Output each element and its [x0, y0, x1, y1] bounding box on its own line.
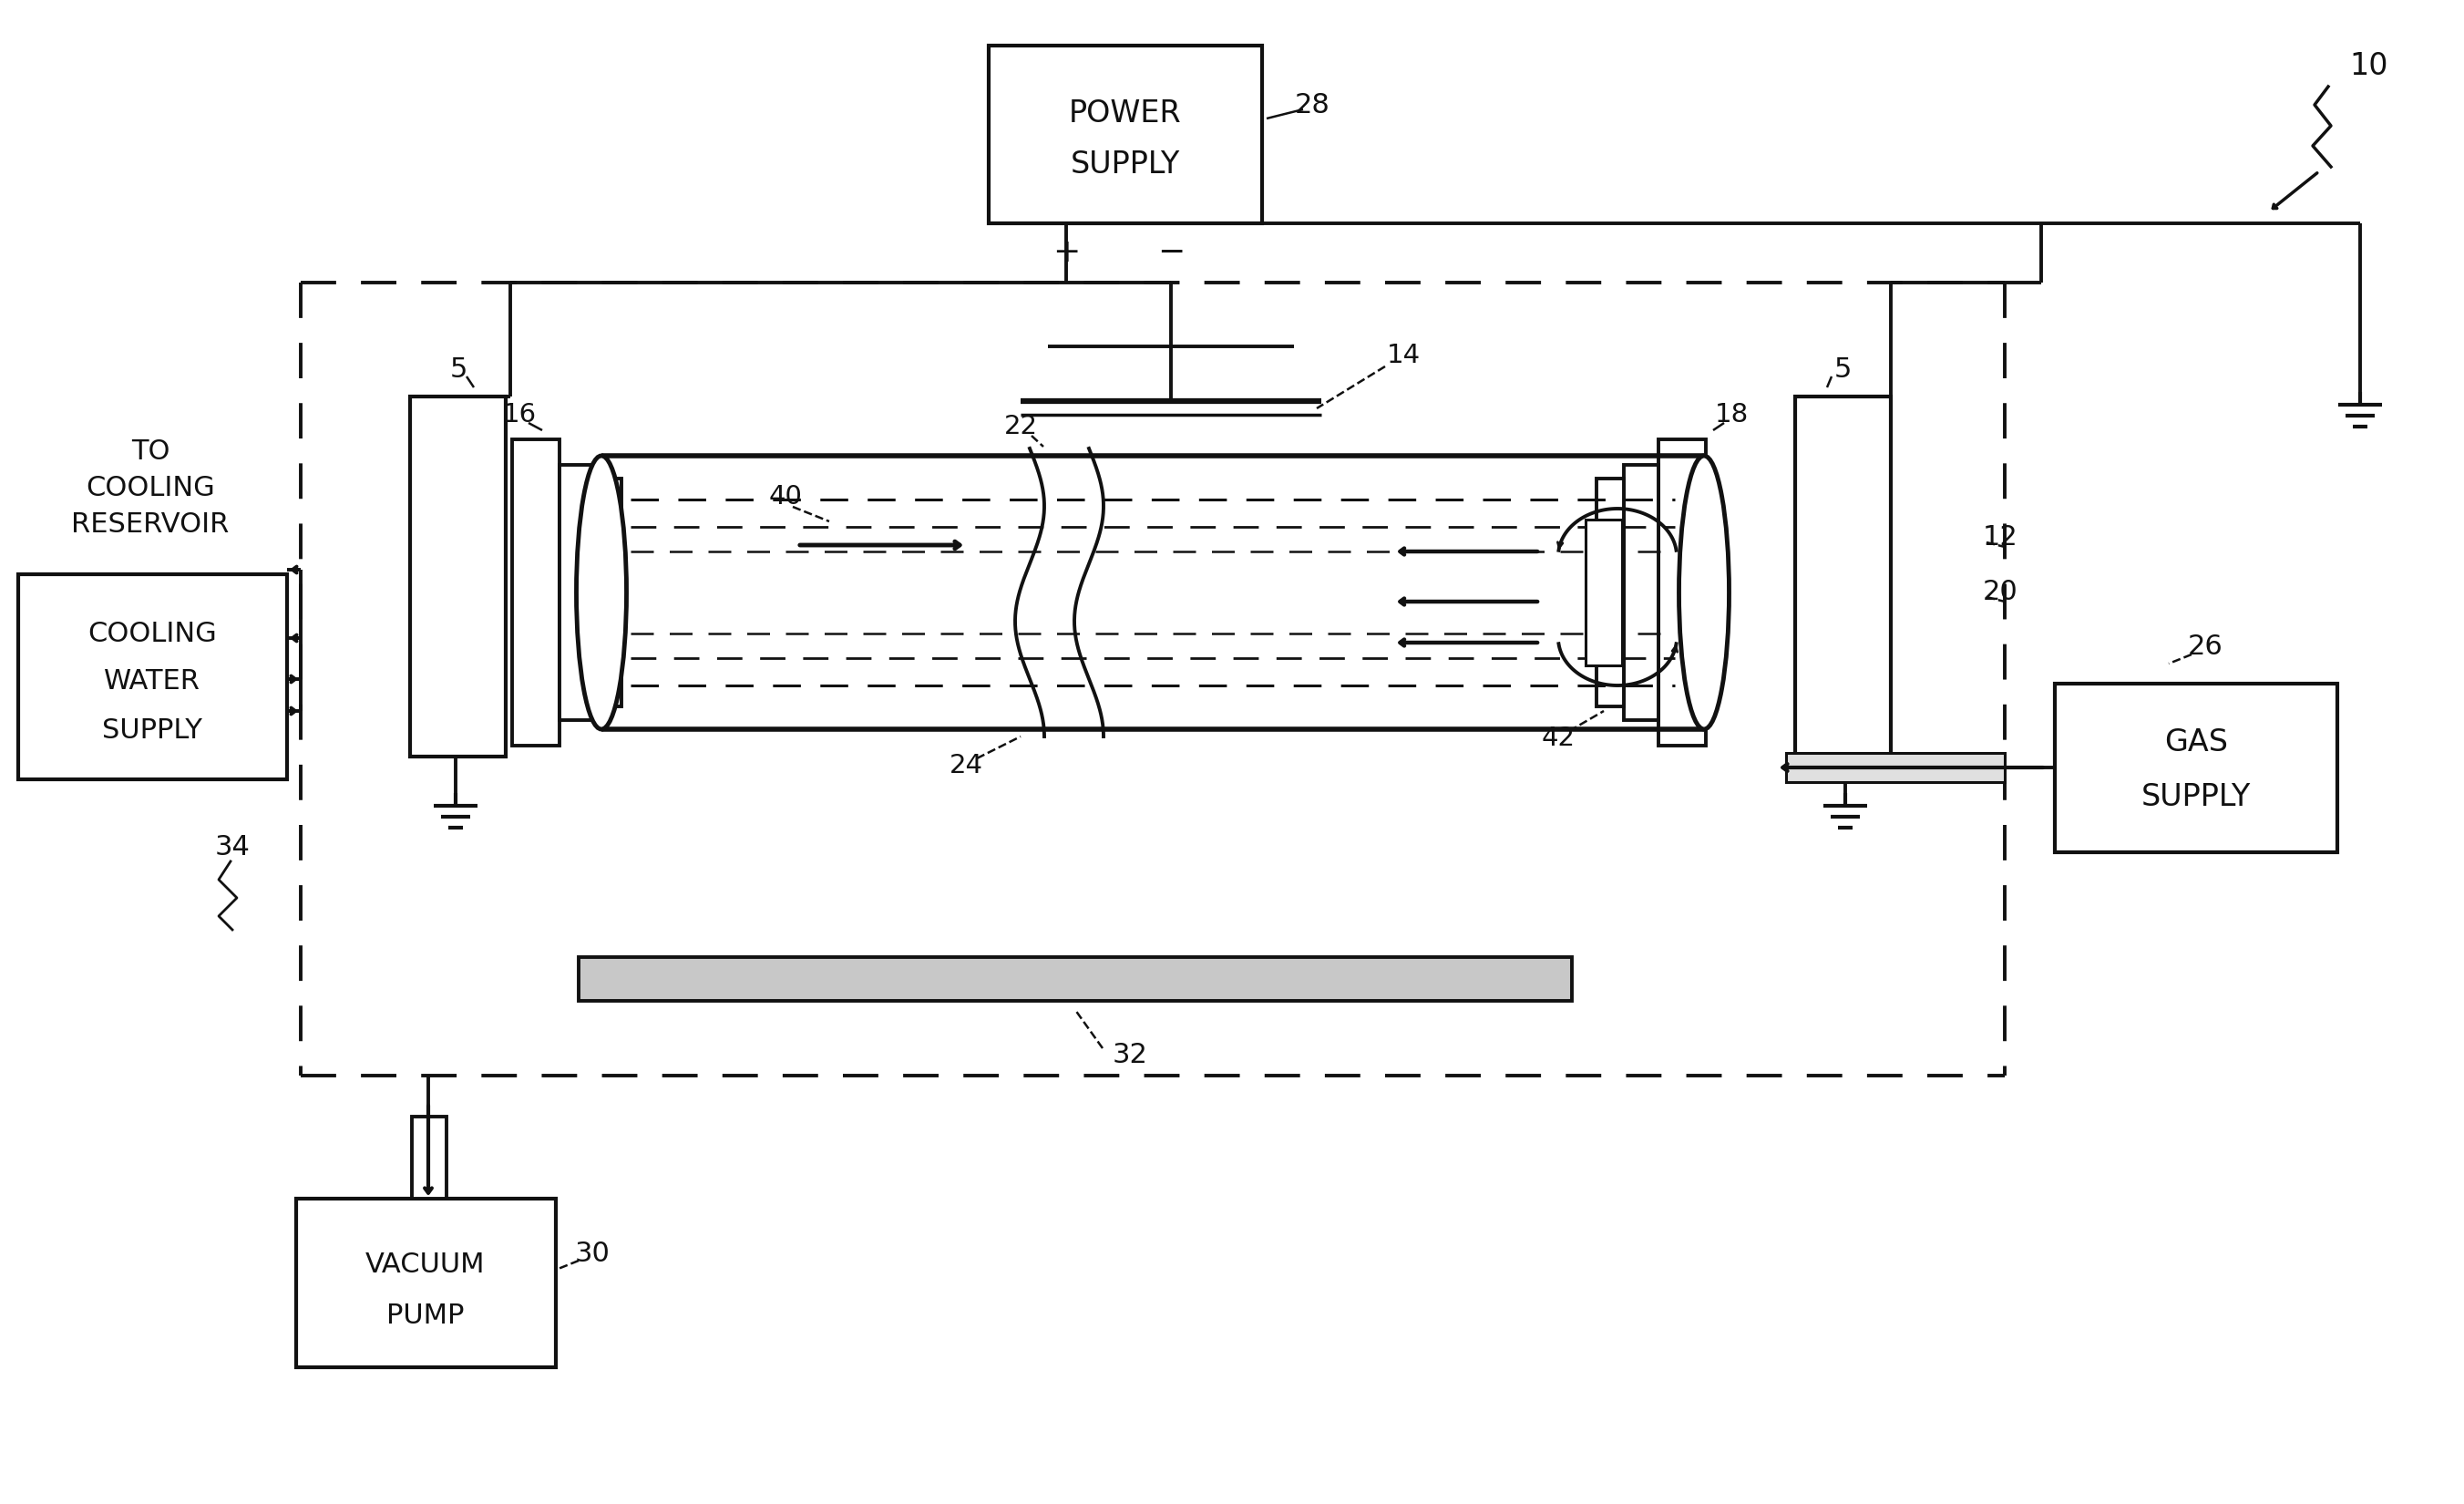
Text: SUPPLY: SUPPLY [2141, 782, 2252, 812]
Bar [1584, 519, 1621, 665]
Text: PUMP: PUMP [387, 1302, 463, 1328]
Bar [409, 397, 505, 757]
Text: 32: 32 [1111, 1042, 1148, 1069]
Bar [594, 478, 621, 707]
Text: VACUUM: VACUUM [365, 1251, 485, 1277]
Bar [1658, 439, 1705, 746]
Text: 14: 14 [1387, 343, 1419, 368]
Text: POWER: POWER [1069, 99, 1183, 129]
Text: 42: 42 [1542, 725, 1574, 750]
Text: 22: 22 [1003, 414, 1037, 439]
Bar [1786, 754, 2006, 782]
Text: 34: 34 [214, 835, 249, 860]
Bar [1597, 478, 1624, 707]
Text: 5: 5 [448, 356, 468, 382]
Text: 28: 28 [1294, 92, 1331, 117]
Text: RESERVOIR: RESERVOIR [71, 511, 229, 537]
Text: 10: 10 [2351, 51, 2388, 81]
Text: TO: TO [131, 438, 170, 465]
Text: COOLING: COOLING [86, 474, 214, 501]
Text: SUPPLY: SUPPLY [101, 717, 202, 743]
Bar [1624, 465, 1658, 720]
Ellipse shape [1678, 456, 1730, 729]
Text: WATER: WATER [103, 669, 200, 695]
Ellipse shape [577, 456, 626, 729]
Bar [559, 465, 594, 720]
Bar [411, 1116, 446, 1199]
Text: 16: 16 [503, 402, 537, 427]
Text: COOLING: COOLING [89, 620, 217, 647]
Text: 12: 12 [1984, 525, 2018, 550]
Text: 30: 30 [574, 1241, 611, 1266]
Bar [579, 957, 1572, 1000]
Bar [17, 575, 286, 779]
Bar [1796, 397, 1890, 757]
Text: SUPPLY: SUPPLY [1069, 149, 1180, 179]
Bar [988, 45, 1262, 223]
Text: 20: 20 [1984, 579, 2018, 606]
Text: +: + [1052, 238, 1079, 268]
Text: 18: 18 [1715, 402, 1749, 427]
Text: −: − [1158, 238, 1185, 268]
Bar [513, 439, 559, 746]
Text: GAS: GAS [2163, 728, 2227, 758]
Text: 24: 24 [949, 754, 983, 779]
Text: 26: 26 [2188, 635, 2223, 660]
Bar [296, 1199, 557, 1367]
Text: 40: 40 [769, 484, 803, 510]
Bar [2055, 684, 2338, 853]
Text: 5: 5 [1833, 356, 1850, 382]
